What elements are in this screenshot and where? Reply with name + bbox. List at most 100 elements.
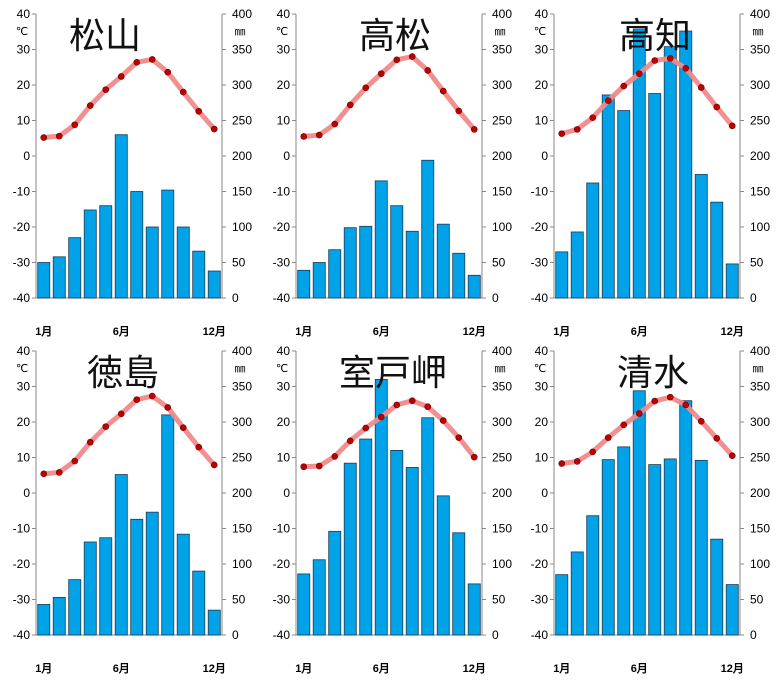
x-tick-label: 12月 (463, 662, 486, 675)
temp-point-month-7 (393, 401, 401, 409)
climate-chart-3: 40 30 20 10 0 -10 -20 -30 -40 400 350 300 250 200 150 1… (518, 0, 776, 340)
left-tick-label: 40 (535, 344, 549, 358)
temp-point-month-10 (697, 417, 705, 425)
precip-bar-month-6 (632, 390, 646, 636)
temp-point-month-4 (346, 437, 354, 445)
right-tick-label: 300 (492, 78, 512, 92)
temp-point-month-7 (133, 58, 141, 66)
x-tick-label: 1月 (295, 662, 312, 675)
temp-point-month-2 (573, 126, 581, 133)
temp-point-month-9 (682, 65, 690, 72)
temperature-line (559, 55, 735, 137)
chart-title: 清水 (617, 353, 689, 394)
left-tick-label: 30 (17, 43, 31, 57)
precip-bar-month-2 (570, 231, 584, 299)
temp-point-month-10 (179, 424, 187, 431)
temp-point-month-11 (455, 434, 463, 441)
left-tick-label: 30 (17, 380, 31, 394)
precip-bar-month-6 (114, 474, 128, 636)
temp-point-month-11 (455, 107, 463, 115)
temp-point-month-2 (55, 132, 63, 140)
precip-bar-month-12 (207, 270, 221, 299)
temp-point-month-3 (71, 121, 79, 129)
precip-bar-month-12 (725, 584, 739, 636)
temp-point-month-4 (86, 438, 94, 446)
precip-unit-label: ㎜ (495, 362, 506, 375)
right-tick-label: 400 (750, 7, 770, 21)
left-tick-label: 10 (535, 451, 549, 465)
x-tick-label: 6月 (373, 662, 390, 675)
precip-bar-month-7 (648, 93, 662, 299)
temp-point-month-8 (148, 56, 156, 63)
temp-point-month-2 (55, 469, 63, 476)
left-tick-label: 30 (277, 380, 291, 394)
left-tick-label: 30 (535, 380, 549, 394)
left-tick-label: -10 (531, 185, 549, 199)
temp-unit-label: ℃ (534, 25, 546, 38)
precip-bar-month-7 (648, 464, 662, 636)
temp-point-month-9 (682, 401, 690, 409)
precip-bar-month-7 (390, 450, 404, 636)
temp-point-month-1 (300, 133, 308, 140)
right-tick-label: 300 (750, 415, 770, 429)
right-tick-label: 350 (750, 43, 770, 57)
chart-title: 高松 (359, 16, 431, 57)
temp-unit-label: ℃ (534, 362, 546, 375)
temp-point-month-12 (728, 452, 736, 460)
x-tick-label: 12月 (721, 662, 744, 675)
right-tick-label: 100 (232, 220, 252, 234)
precip-bar-month-8 (405, 467, 419, 636)
precip-bar-month-11 (192, 570, 206, 636)
right-tick-label: 300 (232, 78, 252, 92)
right-tick-label: 150 (492, 522, 512, 536)
temp-point-month-2 (315, 462, 323, 470)
left-tick-label: -30 (273, 256, 291, 270)
precip-bar-month-8 (663, 458, 677, 636)
left-tick-label: 0 (23, 486, 30, 500)
temp-point-month-11 (713, 435, 721, 442)
precip-bar-month-11 (452, 252, 466, 299)
right-tick-label: 350 (232, 43, 252, 57)
temp-point-month-4 (86, 102, 94, 109)
temp-point-month-3 (331, 120, 339, 128)
left-tick-label: -40 (13, 291, 31, 305)
left-tick-label: 10 (17, 114, 31, 128)
right-tick-label: 250 (232, 451, 252, 465)
precip-bar-month-11 (710, 201, 724, 299)
precip-bar-month-1 (555, 251, 569, 299)
left-tick-label: -40 (531, 628, 549, 642)
left-tick-label: -40 (273, 628, 291, 642)
precip-bar-month-4 (83, 541, 97, 636)
right-tick-label: 300 (492, 415, 512, 429)
temp-point-month-11 (195, 107, 203, 115)
right-tick-label: 0 (232, 291, 239, 305)
right-tick-label: 400 (492, 344, 512, 358)
right-tick-label: 50 (232, 593, 246, 607)
precip-bar-month-9 (161, 189, 175, 299)
left-tick-label: 20 (535, 415, 549, 429)
left-tick-label: 20 (17, 78, 31, 92)
temp-point-month-6 (117, 73, 125, 80)
right-tick-label: 100 (750, 220, 770, 234)
temp-point-month-6 (377, 413, 385, 421)
left-tick-label: -30 (13, 593, 31, 607)
temp-point-month-6 (635, 410, 643, 417)
left-tick-label: 10 (535, 114, 549, 128)
climate-chart-1: 40 30 20 10 0 -10 -20 -30 -40 400 350 300 250 200 150 1… (0, 0, 258, 340)
chart-title: 高知 (619, 16, 691, 57)
right-tick-label: 300 (232, 415, 252, 429)
left-tick-label: 30 (535, 43, 549, 57)
left-tick-label: 30 (277, 43, 291, 57)
right-tick-label: 200 (232, 149, 252, 163)
right-tick-label: 200 (232, 486, 252, 500)
precip-bar-month-1 (297, 573, 311, 636)
x-tick-label: 1月 (553, 325, 570, 338)
temp-unit-label: ℃ (16, 362, 28, 375)
left-tick-label: -40 (273, 291, 291, 305)
left-tick-label: -20 (13, 220, 31, 234)
temp-unit-label: ℃ (276, 25, 288, 38)
temperature-line (41, 393, 217, 477)
precip-bar-month-10 (694, 174, 708, 299)
precip-bar-month-10 (436, 495, 450, 636)
x-tick-label: 1月 (553, 662, 570, 675)
